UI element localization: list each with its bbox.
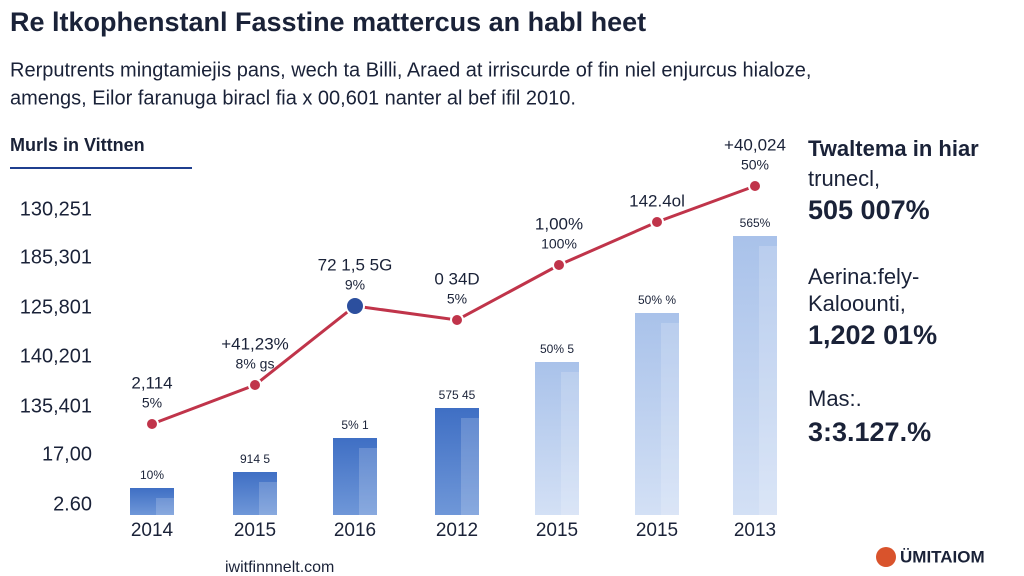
bar-shade [461,418,479,515]
point-label: 9% [345,277,365,293]
y-label: 135,401 [20,395,92,417]
logo-icon [876,547,896,567]
point-label: 142.4ol [629,191,685,210]
bar-shade [759,246,777,515]
bar-label: 5% 1 [341,418,369,432]
bar [733,236,777,515]
point-label: 8% gs [236,356,275,372]
point-label: 2,114 [131,373,172,392]
bar-label: 50% % [638,293,676,307]
footer-url: iwitfinnnelt.com [225,559,334,576]
bar-shade [661,323,679,515]
x-label: 2013 [734,520,776,541]
bar-shade [156,498,174,515]
point-label: 0 34D [434,269,479,288]
side-label: Kaloounti, [808,291,906,316]
bar-label: 565% [740,216,771,230]
trend-point [552,258,566,272]
bar-label: 914 5 [240,452,270,466]
trend-point [450,313,464,327]
bar [635,313,679,515]
bar-shade [359,448,377,515]
bar [435,408,479,515]
point-label: 5% [142,395,162,411]
side-label: Aerina:fely- [808,264,919,289]
point-label: 5% [447,291,467,307]
side-value: 1,202 01% [808,320,937,350]
subtitle: amengs, Eilor faranuga biracl fia x 00,6… [10,87,576,109]
bar-shade [259,482,277,515]
x-label: 2015 [636,520,678,541]
y-label: 185,301 [20,246,92,268]
x-label: 2016 [334,520,376,541]
y-label: 140,201 [20,345,92,367]
point-label: 100% [541,236,577,252]
y-label: 2.60 [53,493,92,515]
side-value: 3:3.127.% [808,417,931,447]
bar [535,362,579,515]
trend-point [145,417,159,431]
x-label: 2015 [234,520,276,541]
x-label: 2015 [536,520,578,541]
side-value: 505 007% [808,195,930,225]
bar-label: 10% [140,468,164,482]
trend-point [248,378,262,392]
trend-point [650,215,664,229]
point-label: +41,23% [221,334,289,353]
chart-heading: Murls in Vittnen [10,135,145,155]
side-label: trunecl, [808,166,880,191]
y-label: 125,801 [20,296,92,318]
y-label: 130,251 [20,198,92,220]
x-label: 2012 [436,520,478,541]
footer-brand: ÜMITAIOM [900,547,985,566]
title: Re ltkophenstanl Fasstine mattercus an h… [10,7,646,37]
bar-label: 50% 5 [540,342,574,356]
bar [233,472,277,515]
subtitle: Rerputrents mingtamiejis pans, wech ta B… [10,59,811,81]
bar [130,488,174,515]
point-label: 72 1,5 5G [318,255,393,274]
side-label: Twaltema in hiar [808,136,979,161]
point-label: 50% [741,157,769,173]
point-label: +40,024 [724,135,786,154]
trend-point [345,296,365,316]
bar-shade [561,372,579,515]
trend-point [748,179,762,193]
side-label: Mas:. [808,386,862,411]
y-label: 17,00 [42,443,92,465]
point-label: 1,00% [535,214,583,233]
x-label: 2014 [131,520,174,541]
bar [333,438,377,515]
bar-label: 575 45 [439,388,476,402]
